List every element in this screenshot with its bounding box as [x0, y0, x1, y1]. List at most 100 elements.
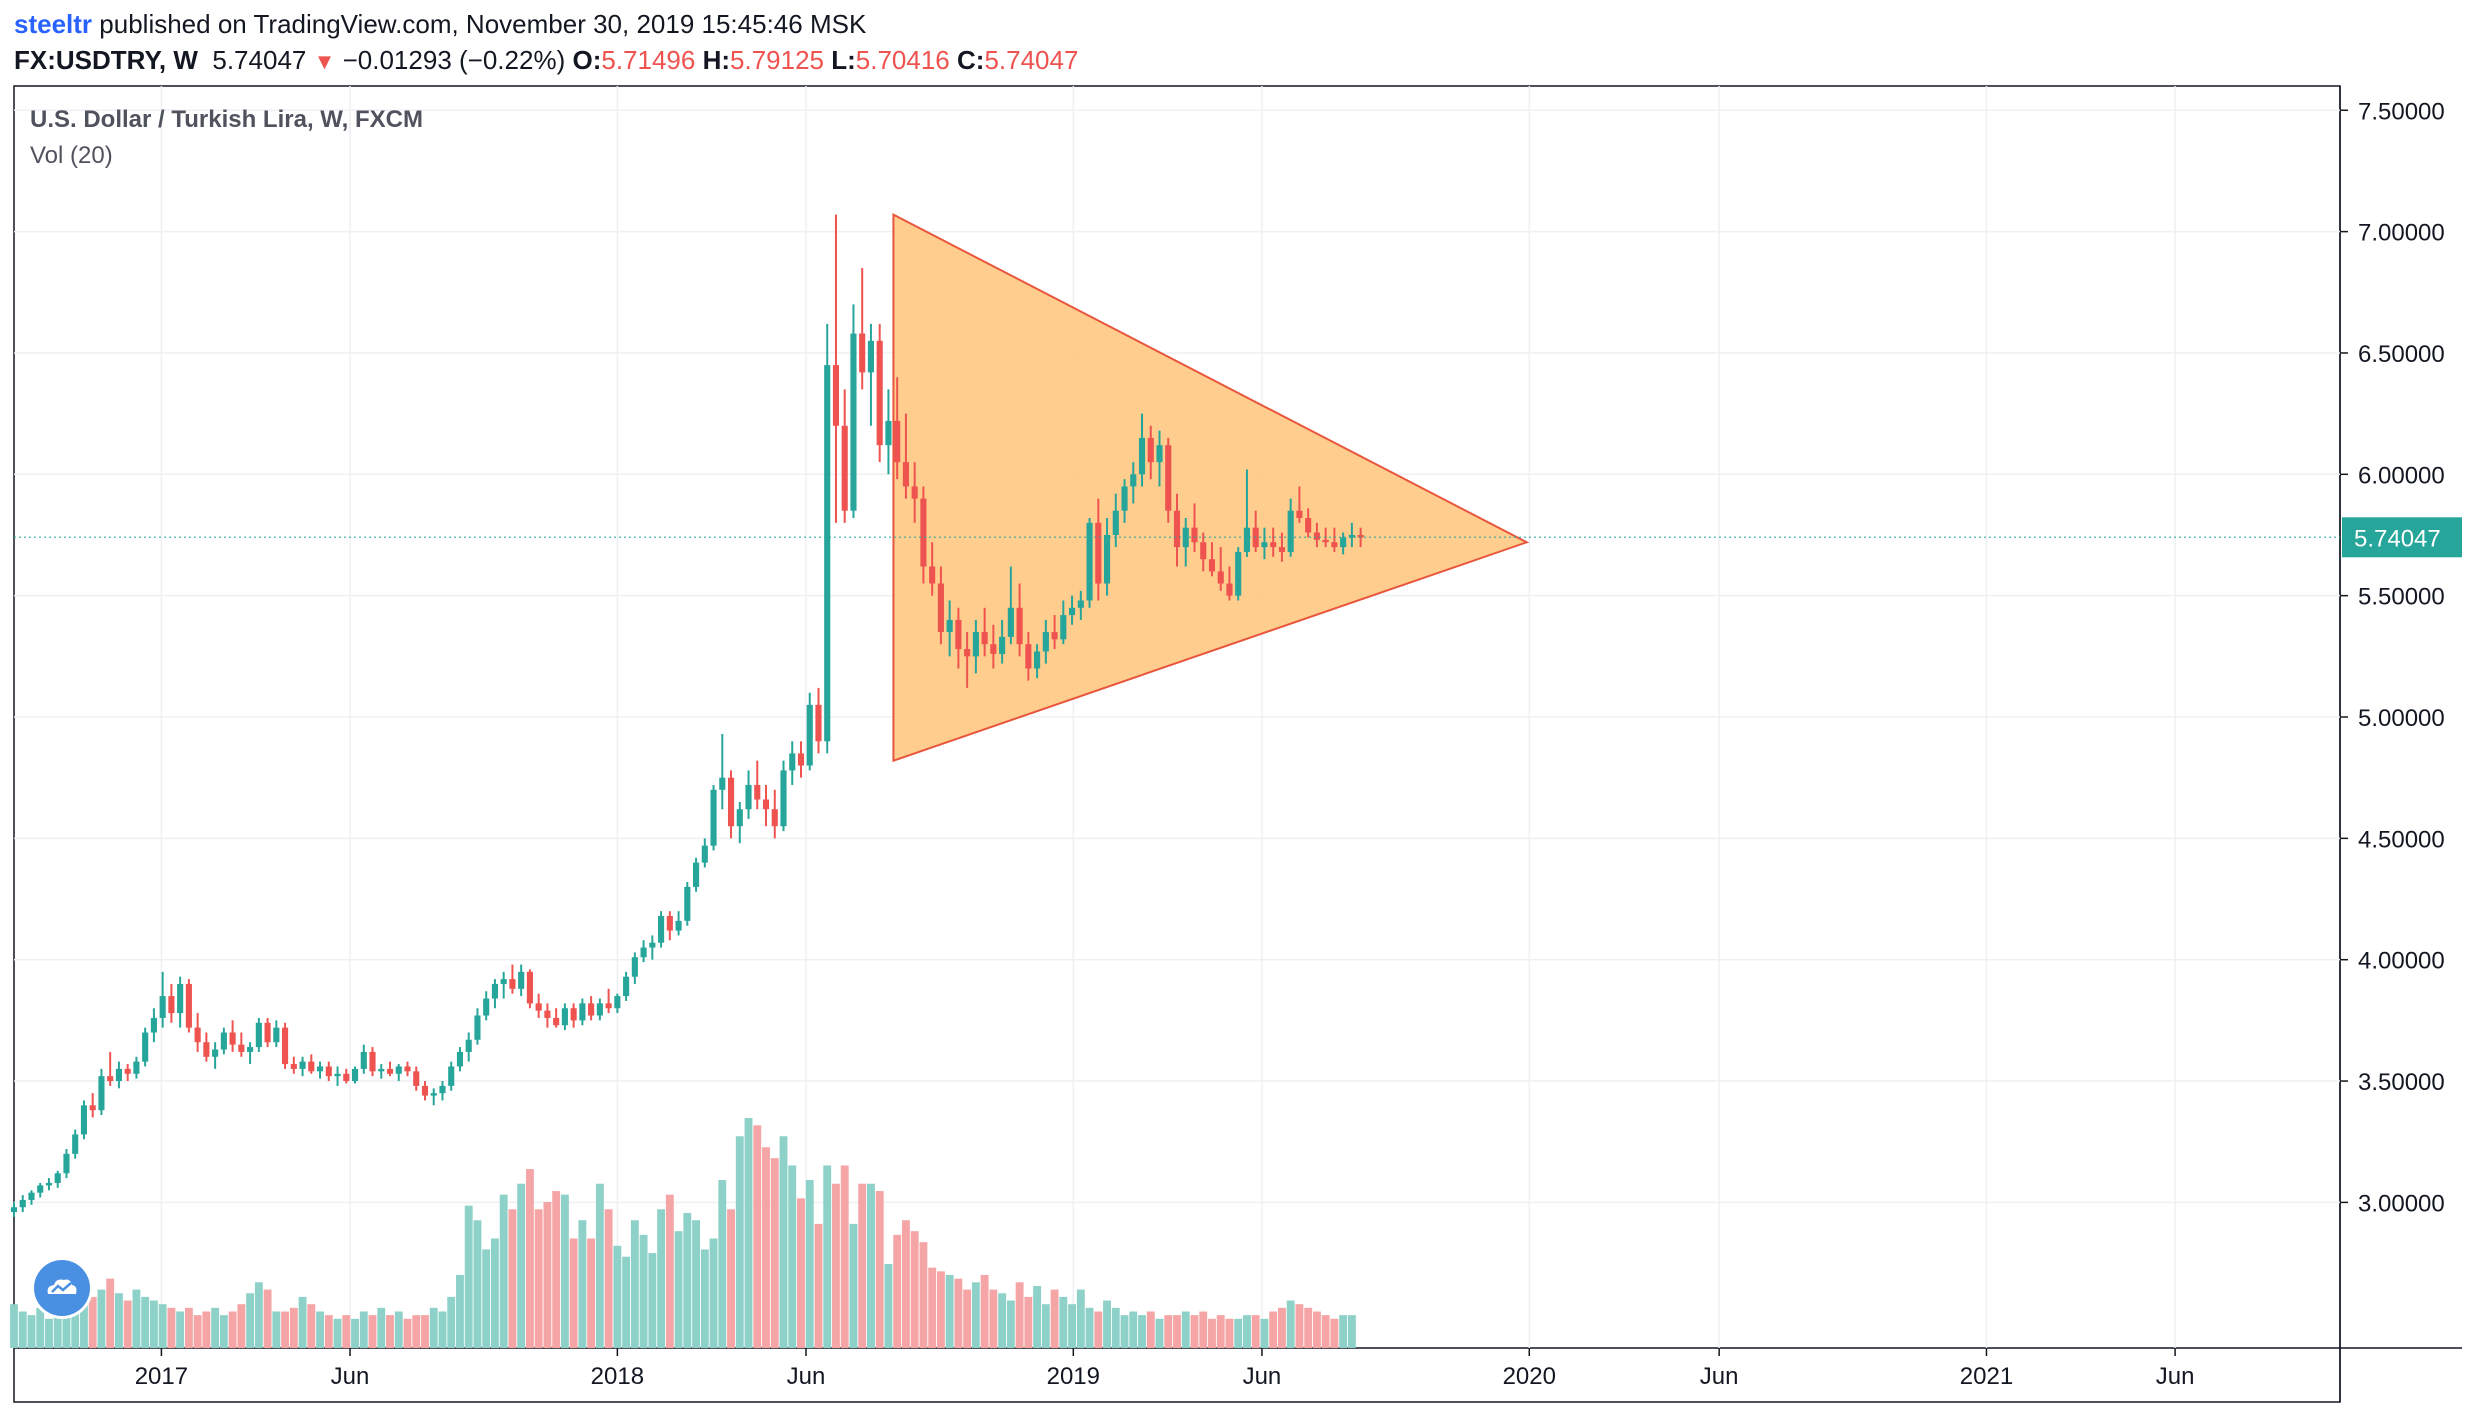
candle-body[interactable]: [1261, 542, 1268, 548]
candle-body[interactable]: [28, 1192, 35, 1200]
candle-body[interactable]: [80, 1105, 88, 1135]
candle-body[interactable]: [1147, 437, 1154, 463]
candle-body[interactable]: [177, 983, 184, 1014]
volume-legend[interactable]: Vol (20): [30, 142, 113, 169]
candle-body[interactable]: [1322, 539, 1329, 543]
candle-body[interactable]: [1138, 437, 1146, 475]
candle-body[interactable]: [1121, 486, 1128, 511]
candle-body[interactable]: [535, 1003, 542, 1011]
candle-body[interactable]: [570, 1008, 577, 1021]
candle-body[interactable]: [719, 777, 726, 790]
candle-body[interactable]: [911, 486, 918, 499]
author-link[interactable]: steeltr: [14, 9, 93, 39]
candle-body[interactable]: [1042, 632, 1049, 652]
candle-body[interactable]: [19, 1199, 26, 1208]
candle-body[interactable]: [806, 704, 813, 766]
candle-body[interactable]: [623, 976, 630, 997]
candle-body[interactable]: [1156, 445, 1163, 463]
candle-body[interactable]: [142, 1032, 149, 1062]
candle-body[interactable]: [37, 1185, 44, 1193]
candle-body[interactable]: [1130, 474, 1137, 487]
candle-body[interactable]: [369, 1051, 376, 1072]
candle-body[interactable]: [1191, 527, 1198, 543]
triangle-pattern[interactable]: [892, 212, 1530, 763]
candle-body[interactable]: [264, 1022, 271, 1043]
candle-body[interactable]: [1340, 537, 1347, 548]
candle-body[interactable]: [745, 784, 752, 810]
candle-body[interactable]: [491, 983, 499, 999]
candle-body[interactable]: [596, 1003, 603, 1016]
candle-body[interactable]: [439, 1085, 446, 1094]
candle-body[interactable]: [395, 1066, 402, 1074]
candle-body[interactable]: [544, 1010, 551, 1018]
candle-body[interactable]: [658, 916, 665, 943]
candle-body[interactable]: [63, 1153, 70, 1174]
candle-body[interactable]: [1034, 651, 1041, 669]
candle-body[interactable]: [107, 1076, 114, 1082]
candle-body[interactable]: [185, 983, 192, 1028]
candle-body[interactable]: [1278, 547, 1285, 552]
candle-body[interactable]: [771, 809, 778, 827]
candle-body[interactable]: [631, 957, 638, 977]
candle-body[interactable]: [150, 1017, 157, 1033]
candle-body[interactable]: [1348, 534, 1355, 538]
candle-body[interactable]: [448, 1066, 455, 1086]
candle-body[interactable]: [701, 845, 708, 863]
candle-body[interactable]: [124, 1068, 131, 1074]
candle-body[interactable]: [1296, 510, 1303, 518]
candle-body[interactable]: [929, 566, 936, 584]
candle-body[interactable]: [1095, 522, 1102, 584]
candle-body[interactable]: [675, 920, 682, 931]
candle-body[interactable]: [45, 1182, 53, 1186]
candle-body[interactable]: [1025, 644, 1032, 669]
candle-body[interactable]: [238, 1044, 245, 1052]
candle-body[interactable]: [588, 1003, 595, 1016]
candle-body[interactable]: [1331, 542, 1338, 548]
candle-body[interactable]: [1173, 510, 1181, 548]
candle-body[interactable]: [999, 636, 1006, 654]
candle-body[interactable]: [54, 1173, 61, 1183]
candle-body[interactable]: [194, 1027, 201, 1043]
candle-body[interactable]: [500, 979, 507, 984]
candle-body[interactable]: [815, 704, 822, 742]
candle-body[interactable]: [605, 1003, 612, 1009]
candle-body[interactable]: [465, 1039, 472, 1052]
candle-body[interactable]: [1165, 445, 1172, 511]
candle-body[interactable]: [133, 1061, 140, 1074]
candle-body[interactable]: [229, 1032, 236, 1045]
candle-body[interactable]: [1287, 510, 1294, 552]
candle-body[interactable]: [378, 1068, 385, 1072]
candle-body[interactable]: [220, 1032, 227, 1050]
candle-body[interactable]: [972, 632, 979, 657]
candle-body[interactable]: [824, 365, 831, 742]
candle-body[interactable]: [955, 619, 962, 650]
candle-body[interactable]: [1069, 607, 1076, 616]
candle-body[interactable]: [754, 784, 761, 800]
candle-body[interactable]: [832, 365, 840, 426]
candle-body[interactable]: [797, 753, 805, 766]
candle-body[interactable]: [867, 340, 875, 373]
candle-body[interactable]: [902, 462, 909, 487]
candle-body[interactable]: [964, 649, 971, 657]
candle-body[interactable]: [308, 1061, 315, 1072]
candle-body[interactable]: [526, 971, 533, 1004]
candle-body[interactable]: [255, 1022, 262, 1048]
candle-body[interactable]: [282, 1027, 289, 1065]
candle-body[interactable]: [946, 619, 953, 633]
candle-body[interactable]: [404, 1066, 411, 1072]
candle-body[interactable]: [1200, 542, 1207, 560]
candle-body[interactable]: [360, 1051, 367, 1069]
candle-body[interactable]: [1016, 607, 1023, 645]
candle-body[interactable]: [351, 1068, 359, 1082]
candle-body[interactable]: [780, 770, 787, 827]
candle-body[interactable]: [789, 753, 796, 771]
candle-body[interactable]: [937, 583, 944, 633]
candle-body[interactable]: [666, 916, 673, 931]
candle-body[interactable]: [203, 1042, 210, 1057]
candle-body[interactable]: [710, 789, 717, 846]
candle-body[interactable]: [1226, 583, 1233, 596]
candle-body[interactable]: [614, 996, 621, 1009]
candle-body[interactable]: [1357, 534, 1364, 538]
candle-body[interactable]: [894, 420, 901, 463]
